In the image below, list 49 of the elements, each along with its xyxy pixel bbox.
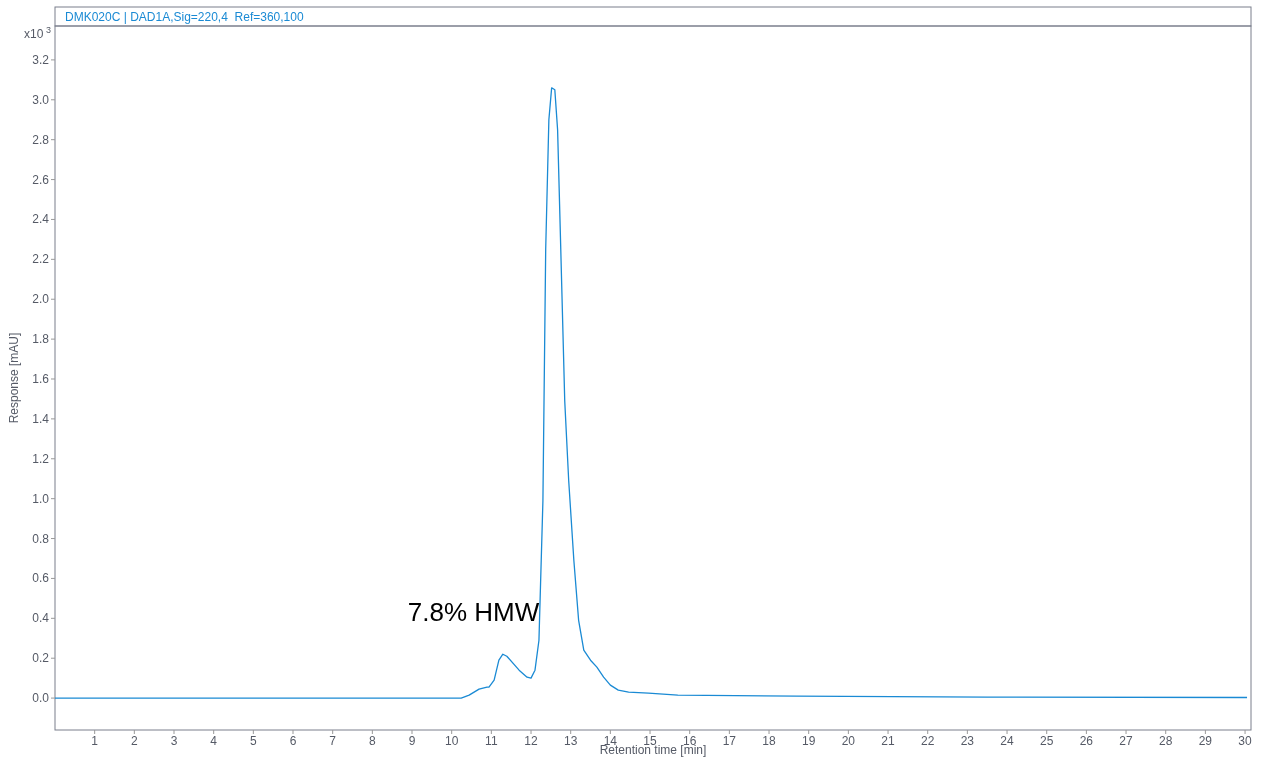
x-tick-label: 13 (564, 734, 578, 748)
x-tick-label: 17 (722, 734, 737, 748)
x-tick-label: 7 (329, 734, 337, 748)
x-tick-label: 26 (1079, 734, 1094, 748)
y-tick-label: 0.4 (32, 611, 50, 626)
x-tick-label: 27 (1119, 734, 1134, 748)
y-tick-label: 2.4 (32, 212, 50, 227)
x-tick-label: 19 (802, 734, 816, 748)
y-tick-label: 0.0 (32, 691, 50, 706)
y-tick-label: 1.8 (32, 332, 50, 347)
x-tick-label: 23 (960, 734, 975, 748)
x-tick-label: 25 (1040, 734, 1054, 748)
x-tick-label: 12 (524, 734, 539, 748)
y-tick-label: 2.6 (32, 172, 50, 187)
x-tick-label: 18 (762, 734, 777, 748)
x-tick-label: 28 (1159, 734, 1173, 748)
y-tick-label: 1.6 (32, 372, 50, 386)
y-tick-label: 2.0 (32, 292, 50, 307)
x-tick-label: 30 (1238, 734, 1253, 748)
annotation: 7.8% HMW (407, 597, 540, 628)
x-tick-label: 21 (881, 734, 896, 748)
x-tick-label: 9 (408, 734, 416, 748)
x-tick-label: 10 (445, 734, 459, 748)
x-tick-label: 6 (289, 734, 297, 748)
x-tick-label: 2 (130, 734, 138, 748)
x-tick-label: 24 (1000, 734, 1015, 748)
y-tick-label: 0.8 (32, 531, 50, 546)
y-tick-label: 1.0 (32, 491, 50, 506)
x-tick-label: 5 (250, 734, 257, 748)
x-tick-label: 4 (210, 734, 218, 748)
y-tick-label: 2.2 (32, 252, 50, 267)
y-tick-label: 1.2 (32, 451, 50, 466)
y-tick-label: 3.2 (32, 52, 50, 67)
y-axis-title: Response [mAU] (7, 332, 21, 424)
y-tick-label: 0.6 (32, 571, 50, 586)
x-tick-label: 11 (485, 734, 498, 748)
y-tick-label: 3.0 (32, 92, 50, 107)
x-tick-label: 1 (91, 734, 99, 748)
y-tick-label: 0.2 (32, 651, 50, 666)
x-tick-label: 8 (369, 734, 376, 748)
x-tick-label: 22 (921, 734, 935, 748)
line-series (54, 87, 1248, 699)
x-tick-label: 3 (170, 734, 178, 748)
y-tick-label: 1.4 (32, 411, 50, 426)
y-tick-label: 2.8 (32, 132, 50, 147)
x-tick-label: 29 (1198, 734, 1213, 748)
x-tick-label: 20 (841, 734, 856, 748)
text: x10$^{3}$ (24, 25, 51, 41)
chart-title: DMK020C | DAD1A,Sig=220,4 Ref=360,100 (65, 9, 304, 24)
